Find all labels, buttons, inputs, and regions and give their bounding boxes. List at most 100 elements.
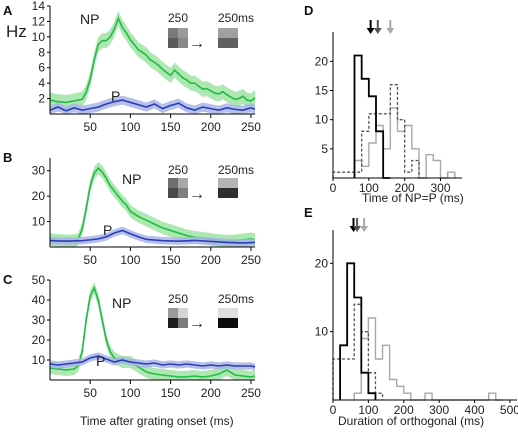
x-tick-label: 100	[120, 386, 140, 400]
panel-E-x-axis-title: Duration of orthogonal (ms)	[338, 414, 484, 428]
x-tick-label: 250	[241, 253, 261, 267]
y-tick-label: 6	[38, 61, 45, 75]
series-label-NP: NP	[122, 171, 141, 187]
x-tick-label: 100	[358, 403, 378, 417]
x-tick-label: 150	[161, 386, 181, 400]
y-tick-label: 10	[315, 113, 329, 127]
stim-post-square	[228, 178, 238, 188]
stim-pre-square	[178, 188, 188, 198]
y-tick-label: 5	[321, 142, 328, 156]
y-tick-label: 14	[32, 0, 46, 13]
panel-C-firing-rate-plot: 50 100 150 200 250 10 20 30 40 50 NP P	[32, 273, 262, 400]
stim-start-label: 250	[168, 11, 188, 25]
stim-post-square	[228, 38, 238, 48]
stim-post-square	[218, 318, 228, 328]
series-label-P: P	[96, 353, 105, 369]
y-tick-label: 50	[32, 273, 46, 287]
x-tick-label: 100	[359, 181, 379, 195]
y-tick-label: 20	[315, 54, 329, 68]
stim-pre-square	[178, 38, 188, 48]
x-tick-label: 0	[330, 403, 337, 417]
series-P-line	[49, 355, 256, 368]
stim-pre-square	[178, 178, 188, 188]
x-tick-label: 200	[201, 386, 221, 400]
mean-arrow-head	[373, 28, 382, 34]
x-tick-label: 500	[500, 403, 518, 417]
stim-pre-square	[168, 318, 178, 328]
x-tick-label: 200	[201, 253, 221, 267]
series-P-line	[49, 99, 256, 112]
series-label-NP: NP	[80, 11, 99, 27]
histogram-black-outline	[353, 54, 391, 179]
y-tick-label: 10	[32, 353, 46, 367]
y-tick-label: 30	[32, 313, 46, 327]
y-tick-label: 40	[32, 293, 46, 307]
mean-arrow-head	[360, 226, 369, 232]
panel-letter-C: C	[3, 272, 13, 287]
stim-pre-square	[168, 308, 178, 318]
y-tick-label: 10	[32, 30, 46, 44]
panel-letter-A: A	[3, 3, 13, 18]
histogram-darkgray-outline	[332, 84, 420, 178]
x-tick-label: 300	[429, 403, 449, 417]
stim-post-square	[228, 318, 238, 328]
stim-post-square	[228, 188, 238, 198]
y-tick-label: 4	[38, 76, 45, 90]
stim-end-label: 250ms	[218, 292, 254, 306]
stim-pre-square	[168, 28, 178, 38]
panel-letter-E: E	[304, 205, 313, 220]
x-tick-label: 50	[84, 253, 98, 267]
stim-pre-square	[178, 28, 188, 38]
arrow-icon: →	[189, 35, 205, 52]
x-tick-label: 400	[465, 403, 485, 417]
stim-pre-square	[168, 188, 178, 198]
y-tick-label: 12	[32, 14, 46, 28]
y-tick-label: 10	[32, 215, 46, 229]
x-tick-label: 200	[395, 181, 415, 195]
x-tick-label: 100	[120, 253, 140, 267]
y-tick-label: 20	[32, 189, 46, 203]
stim-start-label: 250	[168, 292, 188, 306]
histogram-black-outline	[339, 262, 377, 400]
x-tick-label: 300	[430, 181, 450, 195]
x-tick-label: 150	[161, 253, 181, 267]
x-tick-label: 200	[394, 403, 414, 417]
y-tick-label: 20	[315, 256, 329, 270]
series-label-P: P	[111, 88, 120, 104]
stim-start-label: 250	[168, 163, 188, 177]
stim-end-label: 250ms	[218, 11, 254, 25]
stim-pre-square	[168, 178, 178, 188]
panel-E-histogram: 0 100 200 300 400 500 10 20	[315, 218, 518, 417]
stim-pre-square	[168, 38, 178, 48]
mean-arrow-head	[386, 28, 395, 34]
x-tick-label: 0	[330, 181, 337, 195]
stim-pre-square	[178, 308, 188, 318]
stim-end-label: 250ms	[218, 163, 254, 177]
x-tick-label: 100	[120, 120, 140, 134]
panel-B-firing-rate-plot: 50 100 150 200 250 10 20 30 NP P	[32, 158, 261, 267]
stimulus-inset-C: 250 250ms →	[168, 292, 254, 332]
y-tick-label: 10	[315, 325, 329, 339]
series-P-line	[49, 229, 256, 244]
stim-post-square	[218, 28, 228, 38]
panel-D-x-axis-title: Time of NP=P (ms)	[362, 191, 464, 205]
stim-post-square	[218, 38, 228, 48]
y-tick-label: 20	[32, 333, 46, 347]
series-NP-line	[49, 16, 256, 104]
stim-post-square	[228, 308, 238, 318]
stim-post-square	[218, 188, 228, 198]
stim-post-square	[218, 178, 228, 188]
left-x-axis-title: Time after grating onset (ms)	[80, 414, 234, 428]
y-tick-label: 8	[38, 45, 45, 59]
panel-letter-B: B	[3, 150, 12, 165]
stim-pre-square	[178, 318, 188, 328]
y-tick-label: 15	[315, 84, 329, 98]
arrow-icon: →	[189, 186, 205, 203]
histogram-lightgray-outline	[353, 317, 503, 401]
y-tick-label: 30	[32, 164, 46, 178]
y-unit-label: Hz	[6, 22, 27, 41]
series-label-NP: NP	[112, 295, 131, 311]
stim-post-square	[218, 308, 228, 318]
x-tick-label: 50	[84, 386, 98, 400]
